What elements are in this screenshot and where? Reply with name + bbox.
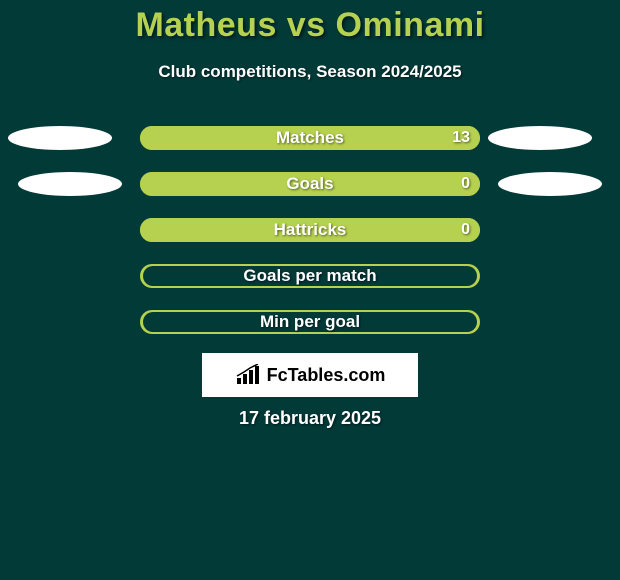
stat-label: Min per goal xyxy=(140,310,480,334)
logo-box: FcTables.com xyxy=(202,353,418,397)
comparison-infographic: Matheus vs Ominami Club competitions, Se… xyxy=(0,0,620,580)
stat-row: Min per goal xyxy=(0,310,620,334)
stat-row: Goals0 xyxy=(0,172,620,196)
stat-label: Goals per match xyxy=(140,264,480,288)
player2-marker xyxy=(498,172,602,196)
page-subtitle: Club competitions, Season 2024/2025 xyxy=(0,62,620,82)
player1-marker xyxy=(18,172,122,196)
stat-row: Goals per match xyxy=(0,264,620,288)
date-label: 17 february 2025 xyxy=(0,408,620,429)
stat-row: Hattricks0 xyxy=(0,218,620,242)
stat-value-right: 13 xyxy=(140,126,470,150)
player2-marker xyxy=(488,126,592,150)
stat-value-right: 0 xyxy=(140,218,470,242)
stat-row: Matches13 xyxy=(0,126,620,150)
stat-value-right: 0 xyxy=(140,172,470,196)
player1-marker xyxy=(8,126,112,150)
logo-text: FcTables.com xyxy=(267,365,386,386)
page-title: Matheus vs Ominami xyxy=(0,6,620,45)
logo-chart-icon xyxy=(235,364,263,386)
